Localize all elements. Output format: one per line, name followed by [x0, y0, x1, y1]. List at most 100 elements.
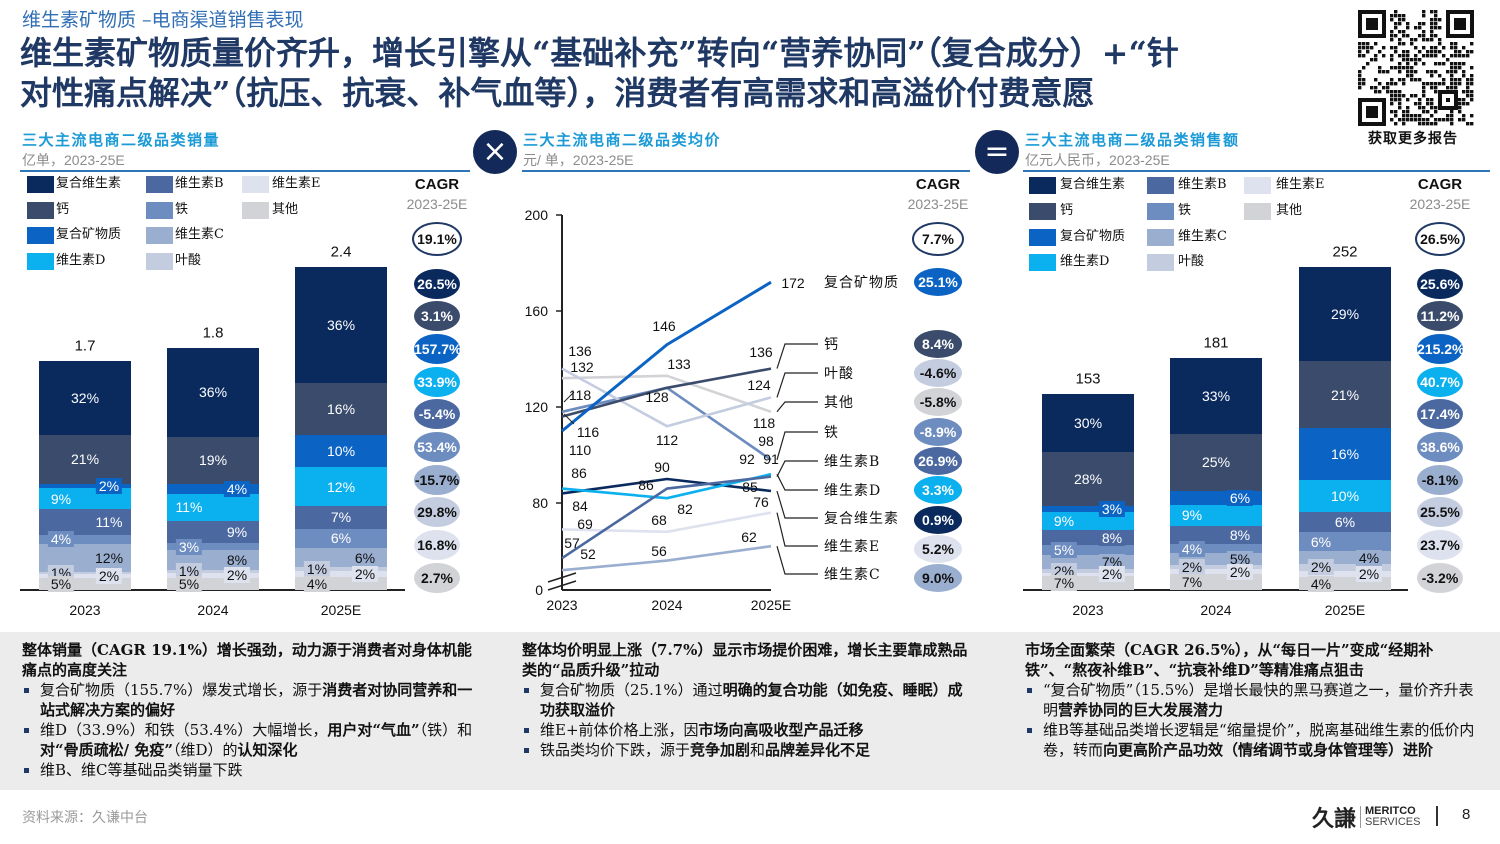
series-label: 钙 — [824, 337, 839, 353]
cagr-total-badge: 19.1% — [412, 222, 462, 256]
x-tick-label: 2024 — [651, 597, 682, 613]
series-label: 叶酸 — [824, 366, 854, 382]
chart-price-unit: 元/ 单，2023-25E — [523, 152, 634, 168]
bullet-text: 复合矿物质（155.7%）爆发式增长，源于 — [40, 681, 323, 699]
segment-label: 9 — [47, 490, 75, 507]
chart-revenue-unit: 亿元人民币，2023-25E — [1025, 152, 1170, 168]
segment-label: 16 — [1328, 446, 1362, 462]
segment-label: 4 — [47, 531, 75, 548]
cagr-label: CAGR — [414, 176, 460, 193]
bullet-text: 品牌差异化不足 — [765, 741, 871, 759]
cagr-badge: 0.9% — [914, 506, 962, 534]
y-tick-label: 160 — [525, 303, 549, 319]
bar-segment — [167, 436, 259, 485]
segment-value: 6 — [1335, 514, 1355, 530]
connector-line — [776, 512, 818, 547]
segment-label: 19 — [196, 452, 230, 468]
cagr-header-volume: CAGR 2023-25E — [397, 176, 477, 212]
page-title-line-2: 对性痛点解决”（抗压、抗衰、补气血等），消费者有高需求和高溢价付费意愿 — [20, 74, 1095, 112]
segment-label: 9 — [1050, 513, 1078, 530]
bullet-item: 维B、维C等基础品类销量下跌 — [22, 760, 477, 780]
bullet-text: 维B等基础品类增长逻辑是“缩量提价”，脱离基础维生素的低价内卷，转而 — [1043, 721, 1475, 759]
bullet-item: 维B等基础品类增长逻辑是“缩量提价”，脱离基础维生素的低价内卷，转而向更高阶产品… — [1025, 720, 1487, 760]
bar-total: 181 — [1203, 334, 1229, 352]
segment-label: 11 — [92, 513, 126, 530]
segment-value: 16 — [327, 401, 355, 417]
segment-label: 5 — [175, 575, 203, 592]
bar-segment — [1299, 480, 1391, 513]
segment-value: 32 — [71, 390, 99, 406]
series-label: 维生素D — [824, 483, 882, 499]
bar-total: 252 — [1332, 243, 1358, 261]
cagr-badge: -15.7% — [414, 465, 460, 495]
segment-value: 4 — [1359, 550, 1379, 566]
bar-segment — [167, 483, 259, 495]
x-tick-label: 2023 — [69, 602, 101, 618]
data-label: 86 — [638, 477, 654, 493]
cagr-label: CAGR — [915, 176, 961, 193]
bullet-text: 和 — [750, 741, 766, 759]
segment-value: 28 — [1074, 471, 1102, 487]
y-tick-label: 0 — [535, 582, 543, 598]
line-series-维生素E — [561, 511, 772, 534]
segment-label: 8 — [1098, 529, 1126, 546]
segment-label: 6 — [1307, 533, 1335, 550]
cagr-badge: 3.3% — [914, 476, 962, 504]
stacked-bar-2023 — [39, 361, 131, 591]
segment-label: 36 — [324, 317, 358, 333]
bullet-item: 维E+前体价格上涨，因市场向高吸收型产品迁移 — [522, 720, 977, 740]
series-label: 复合矿物质 — [824, 275, 899, 291]
bullet-text: 认知深化 — [237, 741, 298, 759]
segment-value: 6 — [1311, 534, 1331, 550]
segment-value: 36 — [327, 317, 355, 333]
bar-segment — [39, 435, 131, 485]
data-label: 118 — [753, 415, 776, 431]
cagr-badge: 3.1% — [414, 301, 460, 331]
x-tick-label: 2024 — [197, 602, 229, 618]
panel-heading: 整体销量（CAGR 19.1%）增长强劲，动力源于消费者对身体机能痛点的高度关注 — [22, 640, 477, 680]
legend-label: 复合矿物质 — [56, 227, 122, 242]
bar-total: 1.8 — [202, 324, 224, 342]
data-label: 69 — [577, 516, 593, 532]
x-tick-label: 2023 — [546, 597, 577, 613]
cagr-total-badge: 26.5% — [1415, 222, 1465, 256]
bar-segment — [295, 383, 387, 436]
line-series-其他 — [561, 374, 772, 414]
legend-swatch — [1029, 177, 1056, 194]
bar-segment — [167, 572, 259, 579]
segment-value: 2 — [1182, 559, 1202, 575]
legend-label: 维生素C — [1178, 229, 1227, 244]
cagr-badge: 23.7% — [1417, 530, 1463, 560]
bar-segment — [295, 506, 387, 530]
legend-swatch — [1029, 203, 1056, 220]
bullet-text: 铁品类均价下跌，源于 — [540, 741, 691, 759]
bar-segment — [1170, 357, 1262, 435]
cagr-badge: 8.4% — [914, 330, 962, 358]
bar-segment — [1170, 544, 1262, 554]
bullet-text: 向更高阶产品功效（情绪调节或身体管理等）进阶 — [1103, 741, 1434, 759]
cagr-badge: 33.9% — [414, 367, 460, 397]
segment-value: 10 — [1331, 488, 1359, 504]
data-label: 136 — [568, 343, 592, 359]
segment-value: 3 — [1102, 501, 1122, 517]
bullet-text: 营养协同的巨大发展潜力 — [1058, 701, 1224, 719]
cagr-badge: -3.2% — [1417, 563, 1463, 593]
source-note: 资料来源：久谦中台 — [22, 810, 148, 826]
bar-segment — [39, 534, 131, 545]
company-logo: 久謙 MERITCO SERVICES — [1312, 804, 1420, 833]
cagr-badge: 157.7% — [414, 334, 461, 364]
segment-label: 2 — [1355, 565, 1383, 582]
segment-value: 1 — [307, 561, 327, 577]
segment-label: 5 — [1050, 542, 1078, 559]
chart-price-rule — [522, 170, 970, 172]
page-separator — [1436, 806, 1438, 826]
section-subtitle: 维生素矿物质 –电商渠道销售表现 — [22, 9, 304, 31]
segment-value: 10 — [327, 443, 355, 459]
data-label: 136 — [749, 344, 773, 360]
leader-line — [563, 391, 575, 403]
qr-code[interactable] — [1356, 8, 1476, 128]
segment-label: 4 — [1178, 540, 1206, 557]
chart-volume-title: 三大主流电商二级品类销量 — [22, 131, 221, 149]
segment-label: 32 — [68, 390, 102, 406]
